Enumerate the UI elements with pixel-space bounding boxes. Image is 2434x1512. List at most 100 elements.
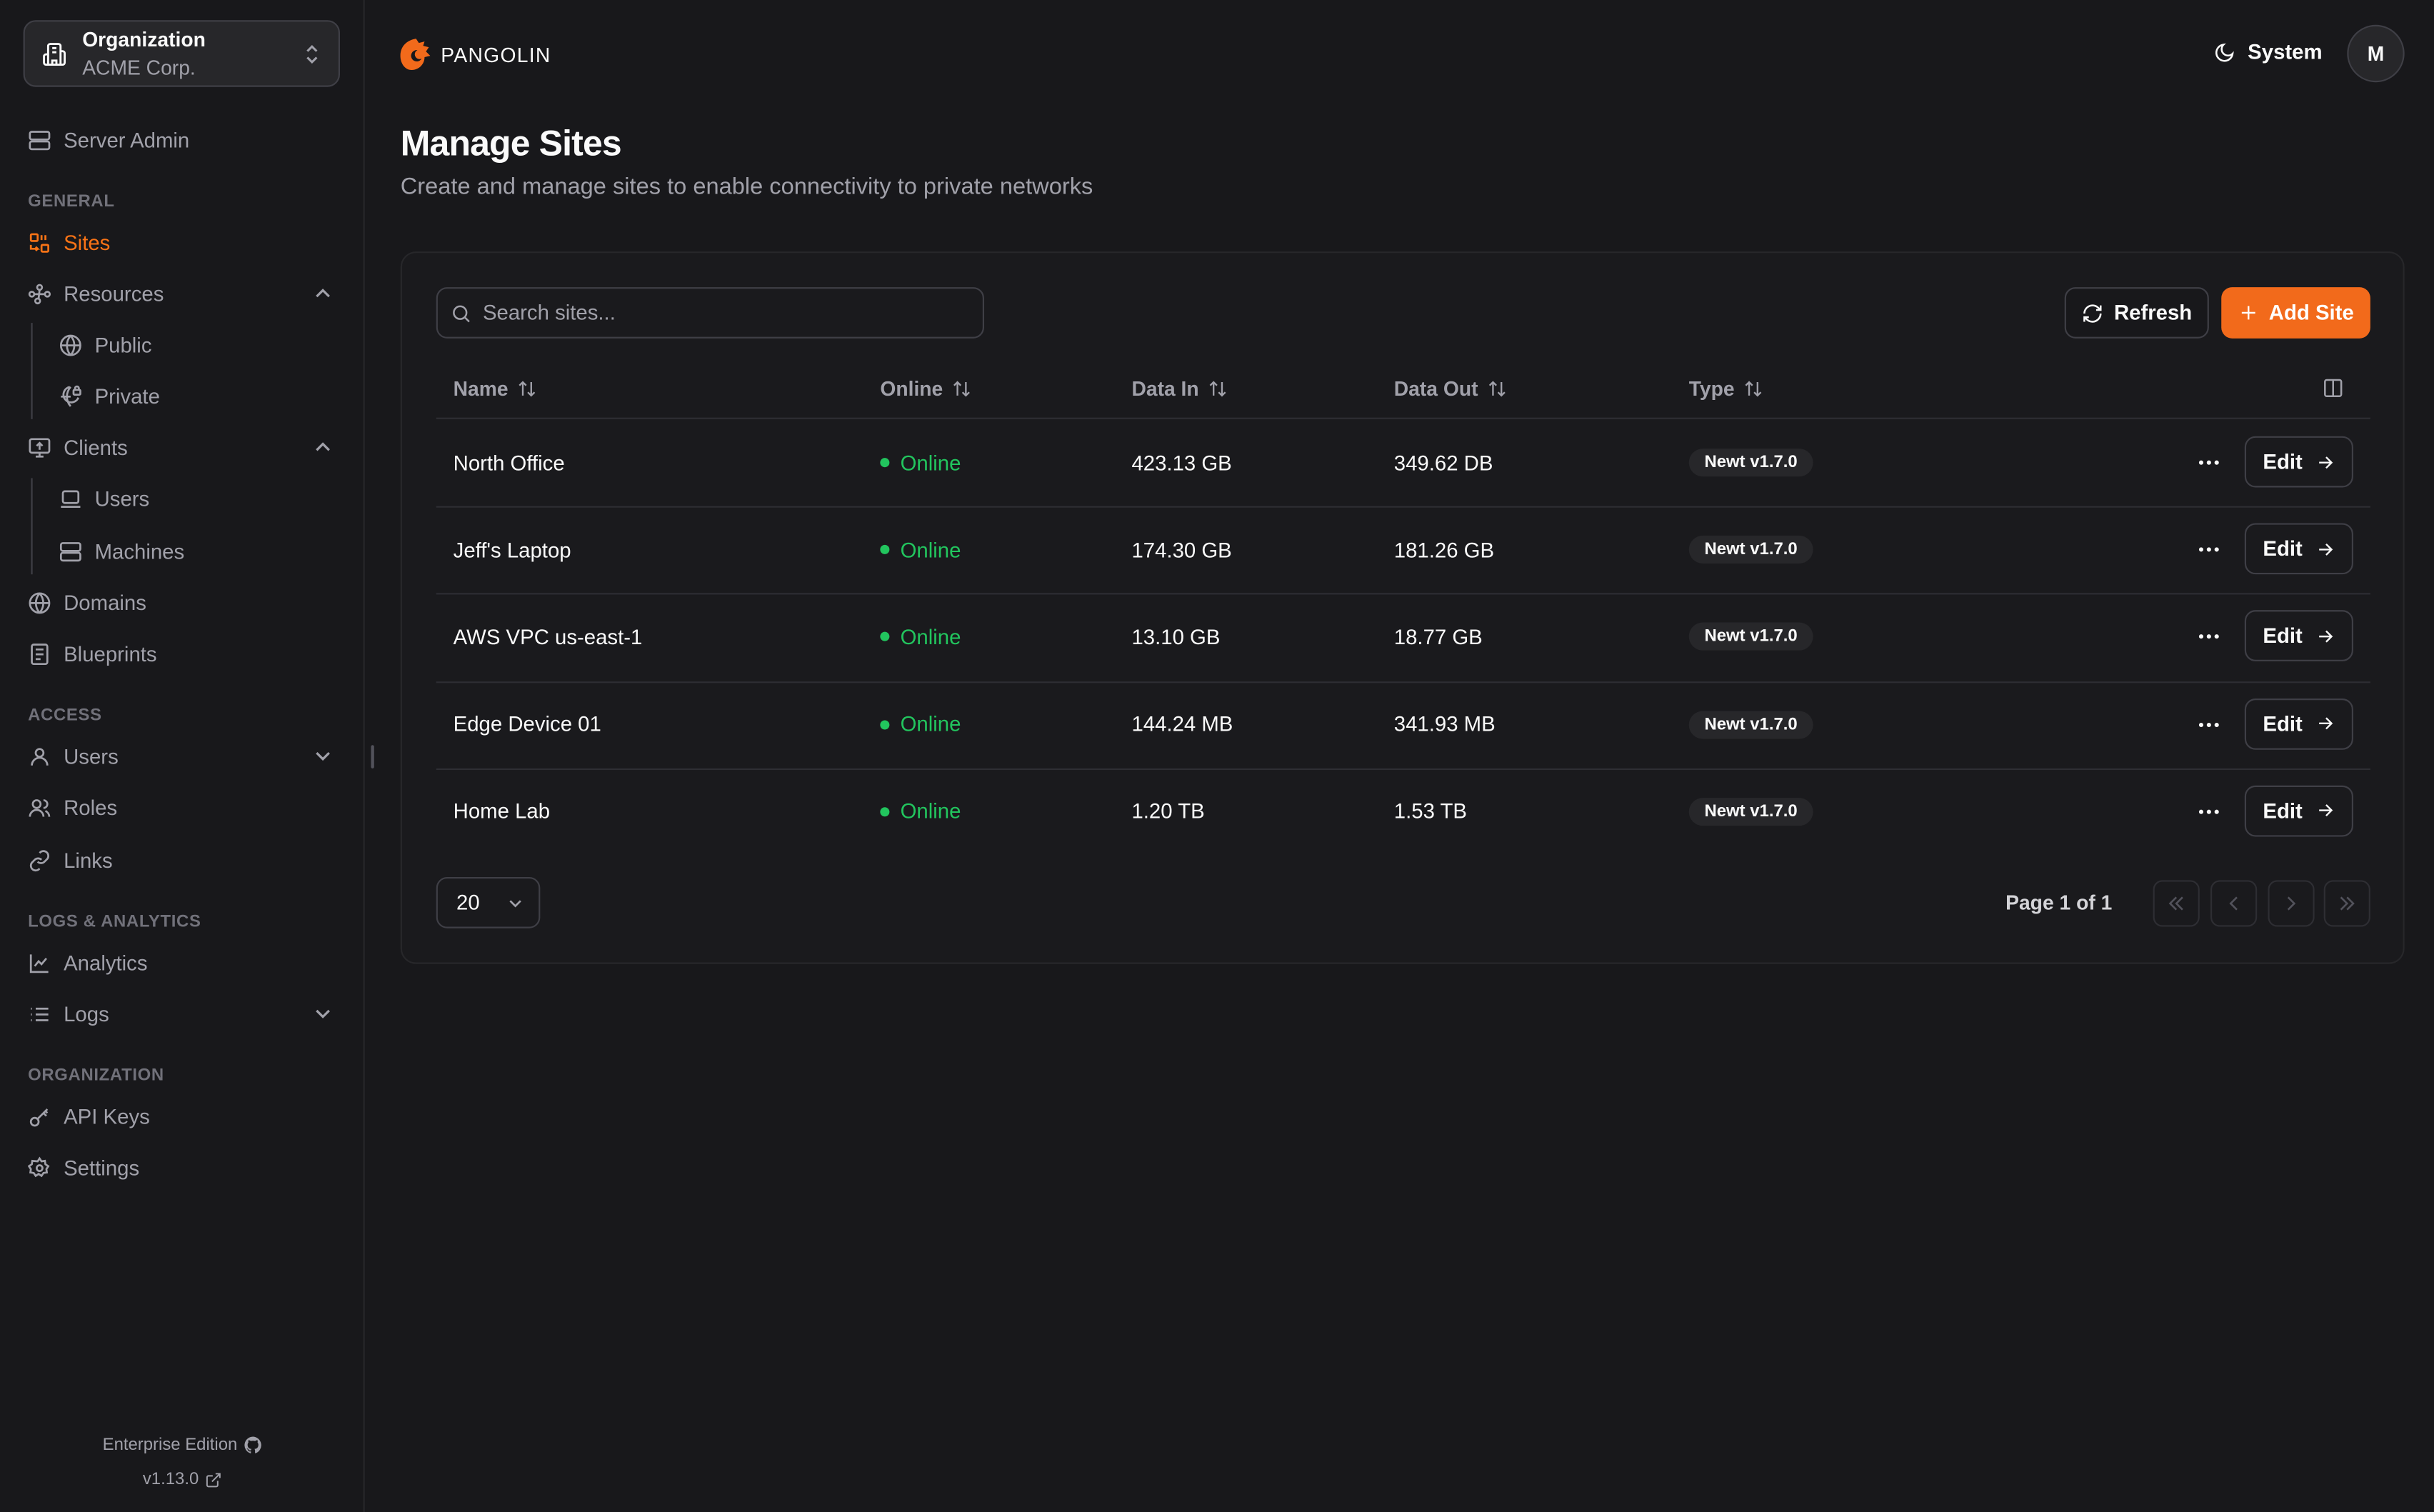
pangolin-logo-icon <box>400 39 431 70</box>
table-row: Edge Device 01 Online 144.24 MB 341.93 MB Ne… <box>402 681 2406 768</box>
edit-button[interactable]: Edit <box>2244 785 2353 837</box>
brand-name: PANGOLIN <box>441 42 551 66</box>
add-site-button[interactable]: Add Site <box>2221 287 2370 339</box>
sidebar-item-server-admin[interactable]: Server Admin <box>28 123 339 157</box>
brand-logo[interactable]: PANGOLIN <box>399 37 551 71</box>
prev-page-button[interactable] <box>2210 880 2258 927</box>
chevron-down-icon[interactable] <box>314 1004 332 1023</box>
sidebar-item-label: Private <box>94 384 160 408</box>
sidebar-item-public[interactable]: Public <box>59 328 339 362</box>
edit-button[interactable]: Edit <box>2244 436 2353 488</box>
search-input[interactable] <box>482 301 948 325</box>
avatar[interactable]: M <box>2347 24 2405 83</box>
sidebar-item-resources[interactable]: Resources <box>28 276 339 311</box>
edit-button[interactable]: Edit <box>2244 523 2353 575</box>
version-label: v1.13.0 <box>142 1470 199 1489</box>
columns-icon[interactable] <box>2323 377 2344 399</box>
sidebar-item-api-keys[interactable]: API Keys <box>28 1099 339 1133</box>
sidebar-item-private[interactable]: Private <box>59 379 339 413</box>
sidebar-item-links[interactable]: Links <box>28 843 339 877</box>
status-label: Online <box>900 451 961 474</box>
submenu-line <box>31 478 33 575</box>
sidebar-item-logs[interactable]: Logs <box>28 996 339 1031</box>
sidebar-resize-handle[interactable] <box>371 745 374 768</box>
data-out: 181.26 GB <box>1393 538 1495 562</box>
chevron-right-icon <box>2287 896 2296 911</box>
site-name: Home Lab <box>453 799 551 823</box>
data-out: 349.62 DB <box>1393 451 1493 474</box>
file-text-icon <box>31 643 49 664</box>
refresh-button[interactable]: Refresh <box>2064 287 2209 339</box>
refresh-label: Refresh <box>2113 301 2193 325</box>
moon-icon <box>2215 42 2234 61</box>
sidebar-item-label: Resources <box>64 281 164 306</box>
org-name: ACME Corp. <box>82 56 196 79</box>
version-info[interactable]: v1.13.0 <box>0 1470 365 1488</box>
page-size-select[interactable]: 20 <box>436 877 541 928</box>
globe-icon <box>29 591 51 614</box>
row-actions-menu[interactable] <box>2198 506 2220 594</box>
sidebar-item-clients[interactable]: Clients <box>28 430 339 464</box>
building-icon <box>43 43 66 66</box>
section-access: ACCESS <box>28 706 102 726</box>
column-header-label: Data In <box>1131 377 1199 401</box>
column-header-label: Type <box>1688 377 1735 401</box>
first-page-button[interactable] <box>2153 880 2200 927</box>
last-page-button[interactable] <box>2323 880 2370 927</box>
row-actions-menu[interactable] <box>2198 768 2220 855</box>
column-header-online[interactable]: Online <box>880 377 972 401</box>
arrow-right-icon <box>2319 456 2333 469</box>
sidebar-item-settings[interactable]: Settings <box>28 1151 339 1185</box>
github-icon[interactable] <box>244 1436 262 1454</box>
data-out: 1.53 TB <box>1393 799 1468 823</box>
header-divider <box>436 417 2370 419</box>
sidebar-item-roles[interactable]: Roles <box>28 790 339 824</box>
column-header-data-in[interactable]: Data In <box>1131 377 1228 401</box>
more-horizontal-icon <box>2198 809 2219 814</box>
edit-button[interactable]: Edit <box>2244 611 2353 662</box>
row-actions-menu[interactable] <box>2198 594 2220 681</box>
sidebar-item-users[interactable]: Users <box>28 739 339 773</box>
search-field[interactable] <box>436 287 984 339</box>
status-label: Online <box>900 799 961 823</box>
type-badge: Newt v1.7.0 <box>1688 710 1813 739</box>
sidebar-item-machines[interactable]: Machines <box>59 534 339 569</box>
section-general: GENERAL <box>28 192 115 211</box>
sidebar-item-domains[interactable]: Domains <box>28 585 339 619</box>
resources-icon <box>28 283 51 304</box>
sidebar-item-client-users[interactable]: Users <box>59 481 339 516</box>
theme-toggle[interactable]: System <box>2213 41 2323 64</box>
chart-line-icon <box>29 953 49 973</box>
sort-icon <box>954 381 971 397</box>
more-horizontal-icon <box>2198 722 2219 727</box>
refresh-icon <box>2083 304 2102 322</box>
chevron-up-icon[interactable] <box>314 284 332 303</box>
org-selector[interactable]: Organization ACME Corp. <box>23 20 340 87</box>
type-cell: Newt v1.7.0 <box>1688 681 1813 768</box>
chevron-down-icon[interactable] <box>314 746 332 765</box>
chevron-up-icon[interactable] <box>314 438 332 456</box>
sidebar-item-analytics[interactable]: Analytics <box>28 946 339 980</box>
submenu-line <box>31 323 33 419</box>
edit-button[interactable]: Edit <box>2244 698 2353 749</box>
row-actions-menu[interactable] <box>2198 681 2220 768</box>
sidebar-item-blueprints[interactable]: Blueprints <box>28 636 339 671</box>
column-header-type[interactable]: Type <box>1689 377 1764 401</box>
sidebar-item-label: Blueprints <box>64 641 157 666</box>
gear-icon <box>28 1156 50 1177</box>
monitor-up-icon <box>29 437 51 457</box>
column-header-data-out[interactable]: Data Out <box>1394 377 1508 401</box>
data-in: 174.30 GB <box>1131 538 1232 562</box>
edition-info: Enterprise Edition <box>0 1436 365 1455</box>
page-subtitle: Create and manage sites to enable connec… <box>400 174 1093 201</box>
status-dot <box>880 632 890 642</box>
next-page-button[interactable] <box>2268 880 2315 927</box>
status-label: Online <box>900 712 961 736</box>
sidebar-item-sites[interactable]: Sites <box>28 225 339 259</box>
row-actions-menu[interactable] <box>2198 419 2220 506</box>
site-name: Edge Device 01 <box>453 712 601 736</box>
edit-label: Edit <box>2263 624 2303 649</box>
type-badge: Newt v1.7.0 <box>1688 449 1813 477</box>
column-header-name[interactable]: Name <box>454 377 538 401</box>
status-dot <box>880 806 890 816</box>
